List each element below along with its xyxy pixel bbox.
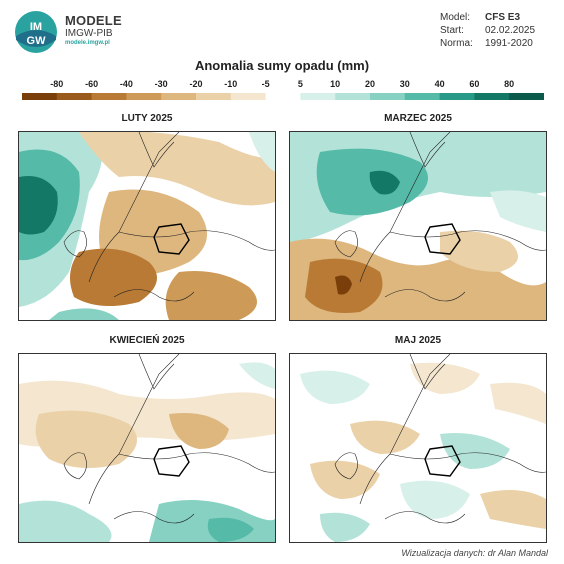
legend-swatch	[404, 93, 441, 100]
legend-label: -20	[189, 79, 203, 89]
legend-swatch	[474, 93, 510, 100]
panel-title-feb: LUTY 2025	[121, 113, 173, 124]
brand-name: MODELE	[65, 13, 122, 28]
legend-swatch	[161, 93, 197, 100]
meta-key: Model:	[440, 12, 471, 23]
legend-label: 20	[364, 79, 376, 89]
legend-label: -80	[50, 79, 64, 89]
legend-label: 30	[399, 79, 410, 89]
legend-swatch	[509, 93, 544, 100]
legend-labels: -80 -60 -40 -30 -20 -10 -5 5 10 20 30 40 60 80	[22, 79, 542, 91]
map-panel-may	[289, 353, 547, 543]
legend-label: 60	[469, 79, 480, 89]
legend-colorbar	[22, 93, 544, 100]
legend-swatch	[126, 93, 162, 100]
map-panel-feb	[18, 131, 276, 321]
panel-title-may: MAJ 2025	[394, 335, 442, 346]
legend-swatch	[230, 93, 267, 100]
legend-swatch	[196, 93, 232, 100]
map-may-svg	[290, 354, 546, 542]
map-apr-svg	[19, 354, 275, 542]
meta-value: 1991-2020	[485, 38, 533, 49]
meta-key: Norma:	[440, 38, 473, 49]
legend-swatch	[91, 93, 127, 100]
brand-url: modele.imgw.pl	[65, 40, 110, 46]
meta-row-model: Model: CFS E3	[440, 11, 535, 24]
legend-label: 5	[297, 79, 303, 89]
svg-text:IM: IM	[30, 21, 42, 33]
legend-label: -5	[261, 79, 270, 89]
panel-title-mar: MARZEC 2025	[384, 113, 452, 124]
meta-key: Start:	[440, 25, 464, 36]
legend-label: 10	[330, 79, 341, 89]
legend-swatch	[370, 93, 406, 100]
model-metadata: Model: CFS E3 Start: 02.02.2025 Norma: 1991…	[440, 11, 535, 50]
map-feb-svg	[19, 132, 275, 320]
brand-subtitle: IMGW-PIB	[65, 28, 113, 39]
legend-swatch	[335, 93, 371, 100]
map-panel-mar	[289, 131, 547, 321]
map-title: Anomalia sumy opadu (mm)	[194, 58, 370, 73]
legend-label: -60	[85, 79, 99, 89]
meta-value: CFS E3	[485, 12, 521, 23]
legend-label: -10	[224, 79, 238, 89]
legend-swatch	[439, 93, 475, 100]
meta-row-norm: Norma: 1991-2020	[440, 37, 535, 50]
svg-text:GW: GW	[27, 35, 47, 47]
legend-swatch	[22, 93, 58, 100]
legend-label: -40	[119, 79, 133, 89]
legend-swatch	[56, 93, 93, 100]
panel-title-apr: KWIECIEŃ 2025	[109, 335, 185, 346]
legend-label: -30	[154, 79, 168, 89]
meta-row-start: Start: 02.02.2025	[440, 24, 535, 37]
meta-value: 02.02.2025	[485, 25, 536, 36]
map-panel-apr	[18, 353, 276, 543]
data-credit: Wizualizacja danych: dr Alan Mandal	[401, 548, 548, 558]
imgw-logo: IM GW	[15, 11, 57, 53]
map-mar-svg	[290, 132, 546, 320]
legend-swatch	[300, 93, 336, 100]
legend-swatch	[265, 93, 301, 100]
legend-label: 80	[504, 79, 515, 89]
legend-label: 40	[434, 79, 445, 89]
